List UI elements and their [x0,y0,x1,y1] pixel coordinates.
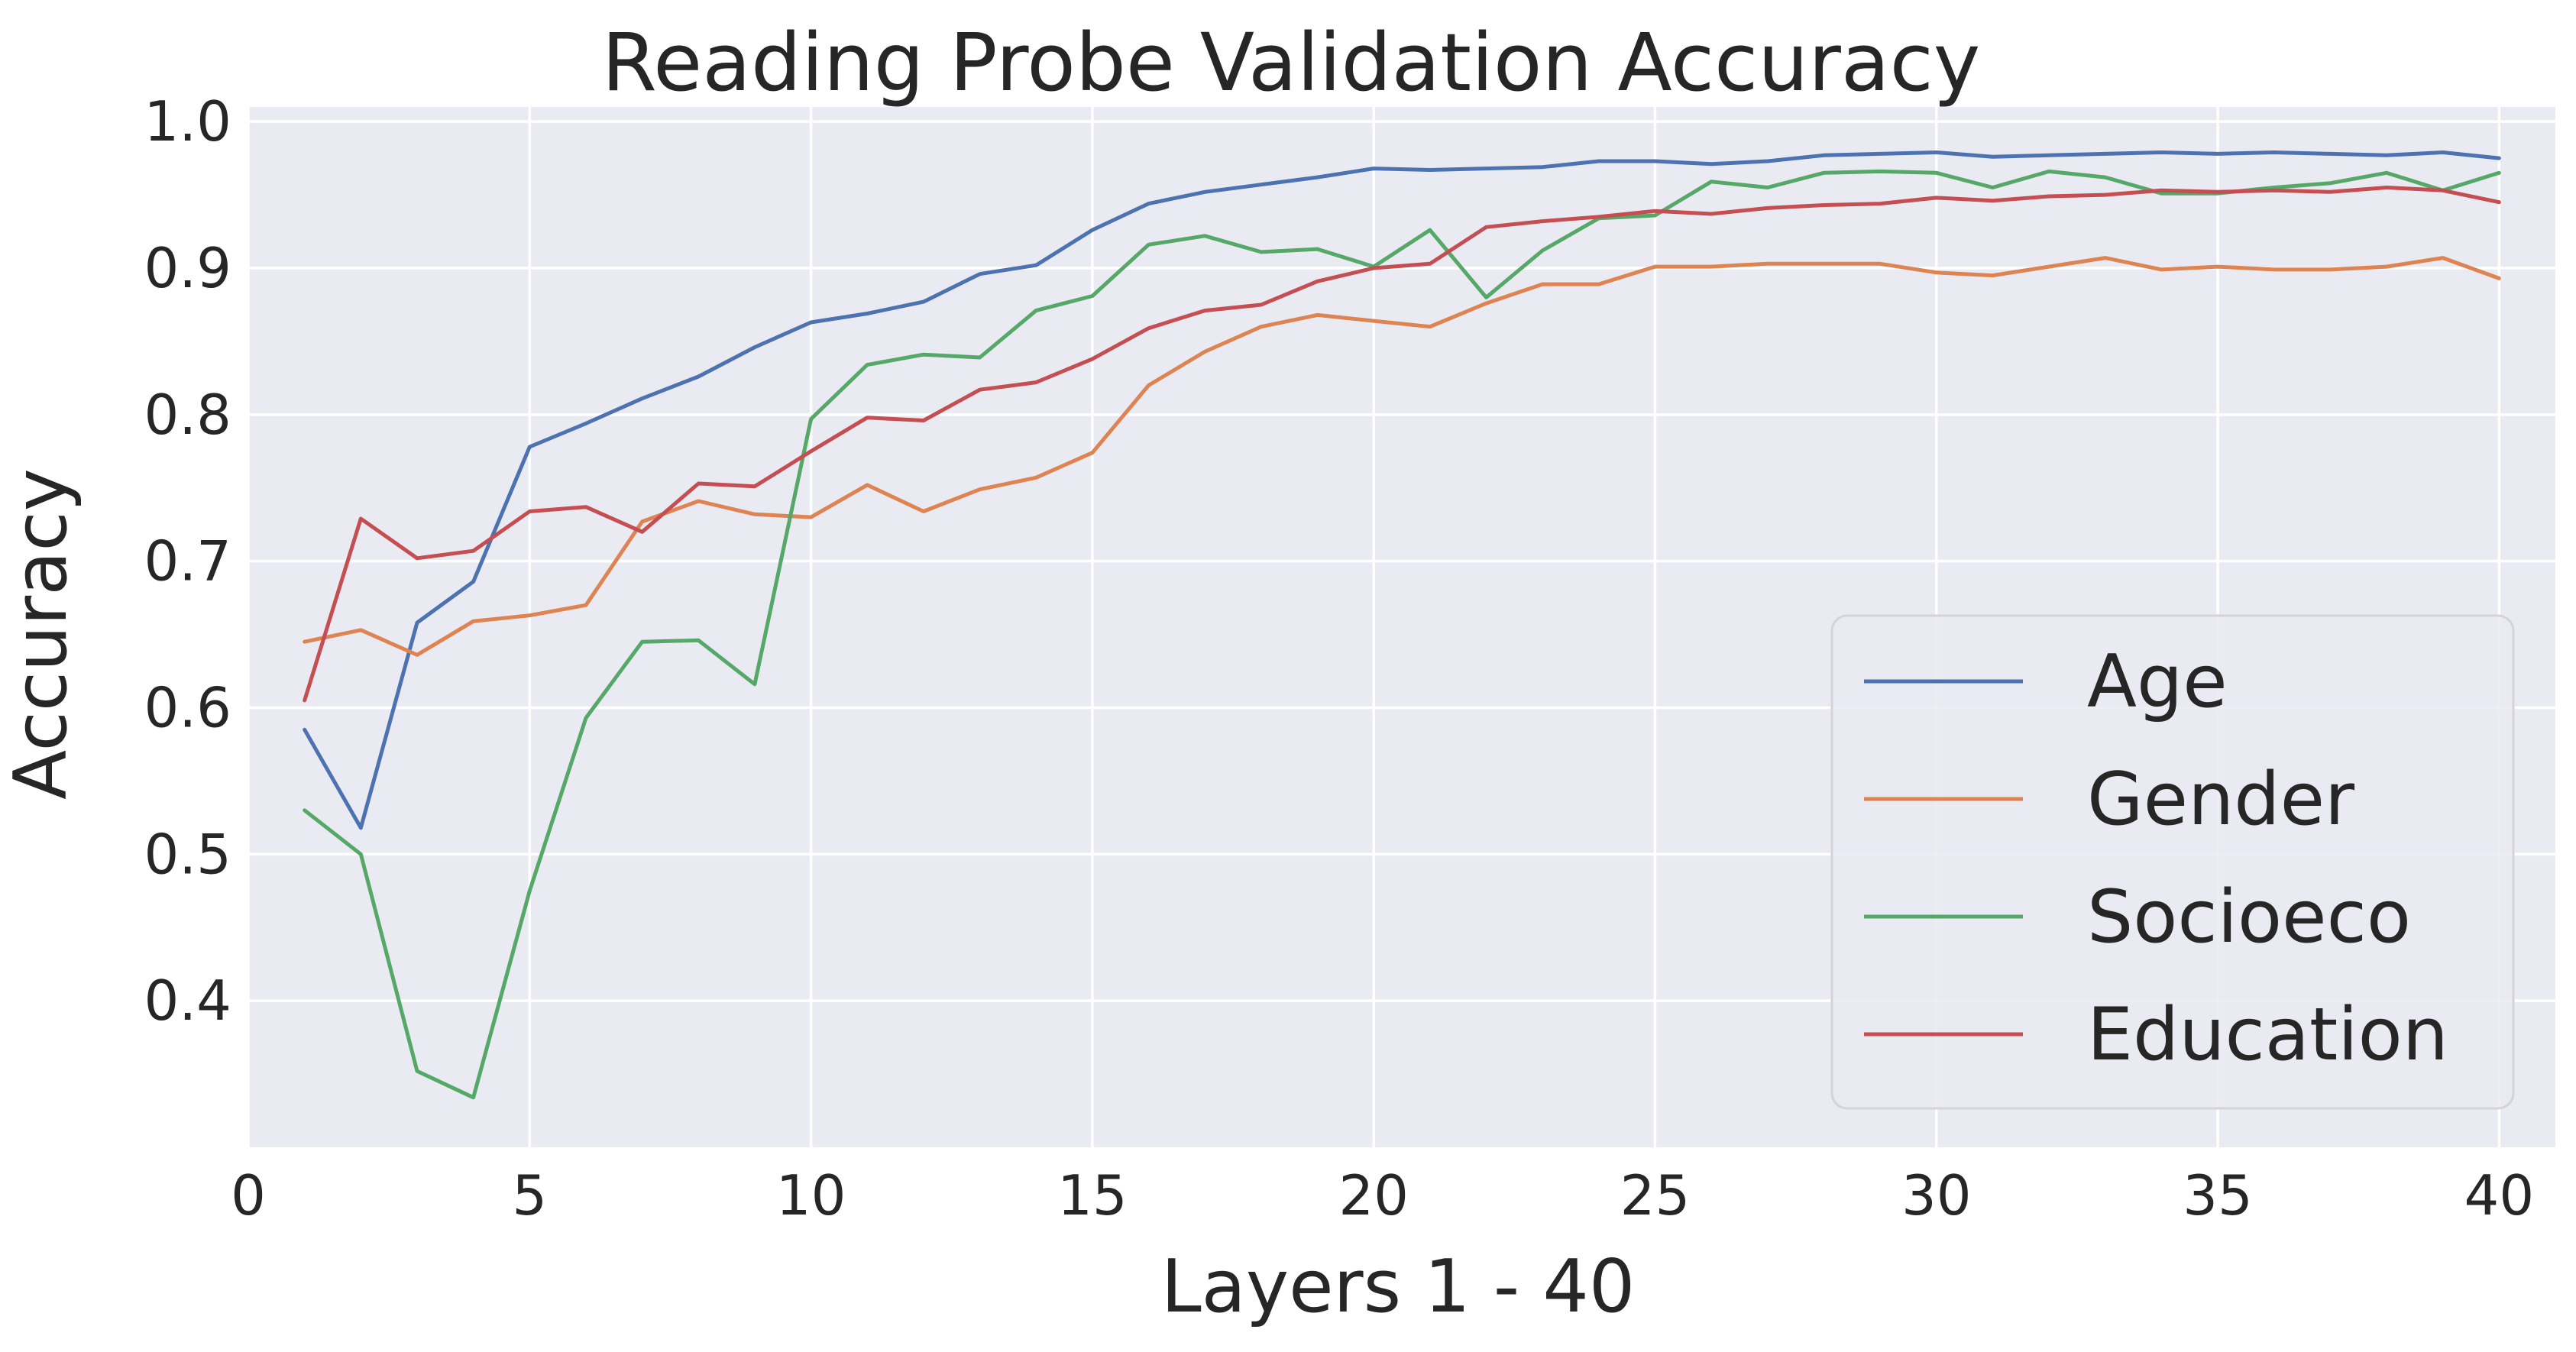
y-tick-label: 0.9 [144,236,231,300]
series-line-education [303,186,2501,703]
x-tick-label: 35 [2183,1163,2253,1227]
y-tick-label: 0.4 [144,969,231,1033]
y-tick-label: 0.5 [144,822,231,886]
x-tick-label: 15 [1057,1163,1128,1227]
x-tick-label: 40 [2464,1163,2535,1227]
y-tick-label: 0.8 [144,383,231,447]
y-axis-label: Accuracy [0,468,83,800]
legend-label-education: Education [2087,993,2448,1077]
legend-frame [1830,614,2515,1110]
x-axis-label: Layers 1 - 40 [1161,1245,1636,1329]
x-tick-label: 30 [1901,1163,1972,1227]
legend-label-gender: Gender [2087,758,2355,842]
series-line-age [303,150,2501,830]
x-tick-label: 5 [512,1163,547,1227]
series-line-socioeco [303,169,2501,1100]
y-axis-ticks: 0.4 0.5 0.6 0.7 0.8 0.9 1.0 [144,89,231,1033]
y-tick-label: 0.6 [144,676,231,740]
legend-label-age: Age [2087,640,2228,724]
x-tick-label: 0 [231,1163,266,1227]
legend-label-socioeco: Socioeco [2087,875,2411,959]
y-tick-label: 1.0 [144,89,231,154]
legend: Age Gender Socioeco Education [1830,614,2515,1110]
y-tick-label: 0.7 [144,529,231,594]
x-tick-label: 25 [1620,1163,1691,1227]
x-tick-label: 20 [1338,1163,1409,1227]
series-line-gender [303,256,2501,657]
chart-title: Reading Probe Validation Accuracy [602,16,1981,109]
x-axis-ticks: 0 5 10 15 20 25 30 35 40 [231,1163,2534,1227]
x-tick-label: 10 [776,1163,846,1227]
series-group [303,150,2501,1100]
